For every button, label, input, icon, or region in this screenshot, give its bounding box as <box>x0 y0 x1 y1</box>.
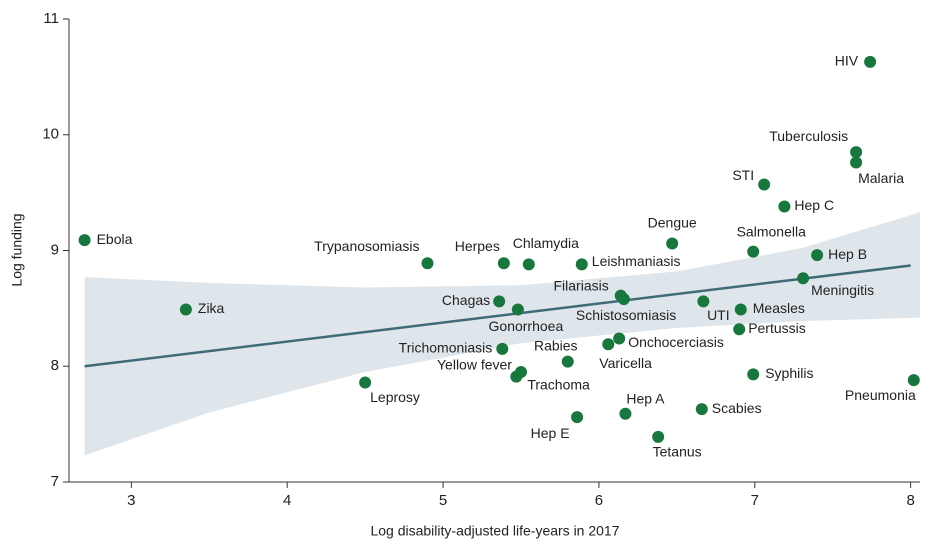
point-label: Hep C <box>794 197 834 213</box>
x-tick-label: 5 <box>439 492 447 509</box>
point <box>747 368 760 381</box>
point <box>496 342 509 355</box>
point-label: Gonorrhoea <box>489 318 564 334</box>
x-tick-label: 3 <box>127 492 135 509</box>
point-label: Onchocerciasis <box>628 334 724 350</box>
point-label: Schistosomiasis <box>576 307 676 323</box>
point <box>695 403 708 416</box>
point <box>619 407 632 420</box>
point-label: Dengue <box>648 214 697 230</box>
point <box>652 430 665 443</box>
y-tick-label: 8 <box>51 357 59 374</box>
point <box>697 295 710 308</box>
point-label: Yellow fever <box>437 357 512 373</box>
point-label: STI <box>732 167 754 183</box>
x-axis-title: Log disability-adjusted life-years in 20… <box>370 523 619 539</box>
point-label: Trypanosomiasis <box>314 238 419 254</box>
point <box>510 370 523 383</box>
point-label: Trachoma <box>527 376 590 392</box>
point-label: Leprosy <box>370 389 420 405</box>
point-label: Malaria <box>858 170 904 186</box>
y-axis-title: Log funding <box>9 213 25 286</box>
point <box>575 258 588 271</box>
point <box>733 323 746 336</box>
point-label: Trichomoniasis <box>399 340 493 356</box>
point-label: Varicella <box>599 355 652 371</box>
y-tick-label: 11 <box>43 10 59 27</box>
point-label: Meningitis <box>811 282 874 298</box>
point <box>797 272 810 285</box>
x-tick-label: 6 <box>595 492 603 509</box>
point <box>359 376 372 389</box>
point-label: Ebola <box>97 231 133 247</box>
point-label: Hep B <box>828 246 867 262</box>
y-tick-label: 10 <box>42 126 59 143</box>
point <box>522 258 535 271</box>
x-tick-label: 8 <box>906 492 914 509</box>
point-label: Leishmaniasis <box>592 253 681 269</box>
point <box>811 249 824 262</box>
point <box>602 338 615 351</box>
point-label: Tetanus <box>653 444 702 460</box>
point-label: Filariasis <box>554 277 609 293</box>
point <box>666 237 679 250</box>
point <box>561 355 574 368</box>
point-label: Zika <box>198 300 225 316</box>
point <box>864 55 877 68</box>
point-label: Pertussis <box>748 320 806 336</box>
point-label: UTI <box>707 307 730 323</box>
fit-line <box>84 264 911 368</box>
point-label: Hep A <box>626 390 665 406</box>
point-label: Chlamydia <box>513 235 579 251</box>
point <box>850 146 863 159</box>
confidence-band <box>84 212 921 456</box>
point-label: Chagas <box>442 292 490 308</box>
point <box>613 332 626 345</box>
point <box>78 234 91 247</box>
point <box>778 200 791 213</box>
point <box>179 303 192 316</box>
point-label: Pneumonia <box>845 387 916 403</box>
point-label: Syphilis <box>765 365 813 381</box>
point-label: Hep E <box>531 425 570 441</box>
point-label: Salmonella <box>737 223 806 239</box>
point <box>571 411 584 424</box>
point-label: Measles <box>753 300 805 316</box>
point <box>734 303 747 316</box>
point-label: Herpes <box>455 238 500 254</box>
point <box>907 374 920 387</box>
x-tick-label: 4 <box>283 492 291 509</box>
point <box>758 178 771 191</box>
point <box>493 295 506 308</box>
point <box>850 156 863 169</box>
point-label: Tuberculosis <box>769 128 848 144</box>
y-tick-label: 9 <box>51 241 59 258</box>
point <box>511 303 524 316</box>
point-label: Scabies <box>712 400 762 416</box>
point <box>421 257 434 270</box>
y-tick-label: 7 <box>51 473 59 490</box>
point-label: HIV <box>835 53 859 69</box>
x-tick-label: 7 <box>751 492 759 509</box>
point <box>497 257 510 270</box>
point <box>747 245 760 258</box>
point <box>617 293 630 306</box>
point-label: Rabies <box>534 337 578 353</box>
